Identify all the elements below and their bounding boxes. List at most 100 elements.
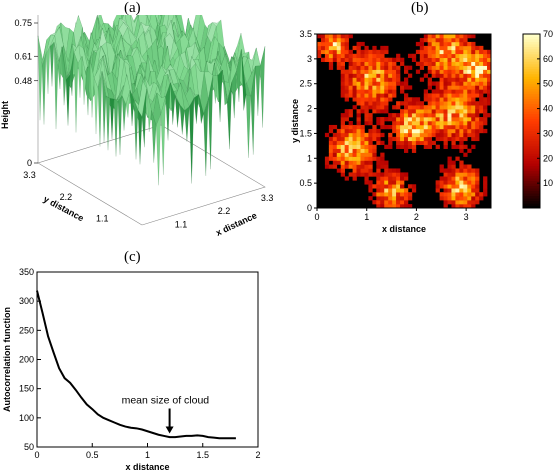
heatmap-cell xyxy=(400,121,405,126)
heatmap-cell xyxy=(467,113,472,118)
heatmap-cell xyxy=(396,204,401,209)
heatmap-cell xyxy=(447,37,452,43)
heatmap-cell xyxy=(380,164,385,169)
heatmap-cell xyxy=(487,97,492,102)
heatmap-cell xyxy=(455,196,460,201)
heatmap-cell xyxy=(415,49,421,55)
heatmap-cell xyxy=(364,85,369,90)
heatmap-cell xyxy=(368,117,373,122)
heatmap-cell xyxy=(336,41,342,47)
heatmap-cell xyxy=(356,69,361,74)
heatmap-cell xyxy=(483,89,488,94)
heatmap-cell xyxy=(471,61,476,66)
heatmap-cell xyxy=(447,160,452,165)
heatmap-cell xyxy=(404,192,409,197)
heatmap-cell xyxy=(419,136,425,142)
heatmap-cell xyxy=(471,132,476,138)
heatmap-cell xyxy=(479,53,484,59)
heatmap-cell xyxy=(415,105,421,110)
heatmap-cell xyxy=(344,77,349,82)
heatmap-cell xyxy=(376,121,381,126)
heatmap-cell xyxy=(439,184,444,189)
heatmap-cell xyxy=(340,85,345,90)
heatmap-cell xyxy=(451,53,456,59)
heatmap-cell xyxy=(463,121,468,126)
colorbar-band xyxy=(523,98,540,102)
colorbar-band xyxy=(523,170,540,174)
heatmap-cell xyxy=(372,152,377,157)
heatmap-cell xyxy=(384,176,389,181)
heatmap-cell xyxy=(467,45,472,51)
heatmap-cell xyxy=(427,57,432,62)
heatmap-cell xyxy=(443,109,448,114)
heatmap-cell xyxy=(317,45,322,51)
heatmap-cell xyxy=(459,140,464,146)
heatmap-cell xyxy=(447,69,452,74)
heatmap-cell xyxy=(471,53,476,59)
heatmap-cell xyxy=(360,61,365,66)
heatmap-cell xyxy=(439,164,444,169)
heatmap-cell xyxy=(332,34,338,39)
heatmap-cell xyxy=(392,105,397,110)
heatmap-cell xyxy=(455,89,460,94)
heatmap-cell xyxy=(372,128,377,134)
heatmap-cell xyxy=(459,121,464,126)
colorbar-band xyxy=(523,145,540,149)
heatmap-cell xyxy=(483,176,488,181)
colorbar-band xyxy=(523,68,540,72)
heatmap-cell xyxy=(435,73,440,78)
heatmap-cell xyxy=(451,105,456,110)
heatmap-cell xyxy=(447,53,452,59)
heatmap-cell xyxy=(388,89,393,94)
heatmap-cell xyxy=(407,117,413,122)
heatmap-cell xyxy=(392,124,397,130)
heatmap-cell xyxy=(455,37,460,43)
heatmap-cell xyxy=(380,124,385,130)
colorbar-band xyxy=(523,198,540,201)
heatmap-cell xyxy=(388,184,393,189)
heatmap-cell xyxy=(328,41,334,47)
heatmap-cell xyxy=(415,61,421,66)
heatmap-cell xyxy=(459,97,464,102)
surface-skirt xyxy=(113,98,119,157)
heatmap-cell xyxy=(364,97,369,102)
heatmap-cell xyxy=(451,49,456,55)
heatmap-cell xyxy=(392,196,397,201)
heatmap-cell xyxy=(447,85,452,90)
heatmap-cell xyxy=(348,77,353,82)
heatmap-cell xyxy=(396,136,401,142)
heatmap-cell xyxy=(463,34,468,39)
heatmap-cell xyxy=(348,93,353,98)
annotation-arrow-head xyxy=(165,426,174,434)
heatmap-cell xyxy=(348,140,353,146)
heatmap-cell xyxy=(352,164,357,169)
heatmap-cell xyxy=(475,180,480,185)
heatmap-cell xyxy=(348,49,353,55)
heatmap-cell xyxy=(344,160,349,165)
heatmap-cell xyxy=(372,73,377,78)
colorbar-band xyxy=(523,78,540,82)
heatmap-cell xyxy=(356,85,361,90)
colorbar-band xyxy=(523,48,540,52)
heatmap-cell xyxy=(372,69,377,74)
heatmap-cell xyxy=(324,132,330,138)
heatmap-cell xyxy=(368,57,373,62)
heatmap-cell xyxy=(427,132,432,138)
heatmap-cell xyxy=(463,136,468,142)
heatmap-cell xyxy=(467,81,472,86)
heatmap-cell xyxy=(392,77,397,82)
heatmap-cell xyxy=(479,77,484,82)
heatmap-cell xyxy=(404,128,409,134)
surface-skirt xyxy=(231,70,237,119)
heatmap-cell xyxy=(443,53,448,59)
heatmap-cell xyxy=(475,57,480,62)
heatmap-cell xyxy=(423,53,429,59)
heatmap-cell xyxy=(483,105,488,110)
heatmap-cell xyxy=(380,73,385,78)
heatmap-cell xyxy=(340,144,345,149)
heatmap-cell xyxy=(407,184,413,189)
heatmap-cell xyxy=(364,89,369,94)
heatmap-cell xyxy=(471,200,476,205)
heatmap-cell xyxy=(392,192,397,197)
heatmap-cell xyxy=(336,57,342,62)
